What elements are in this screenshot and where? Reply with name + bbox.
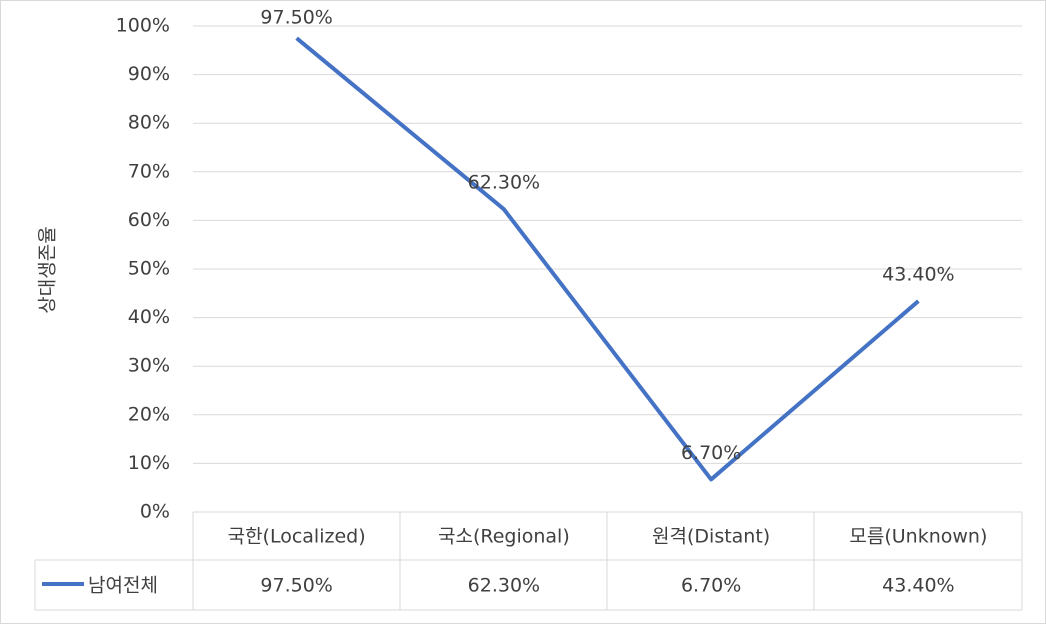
data-label: 97.50% xyxy=(260,7,332,29)
y-tick-label: 60% xyxy=(128,209,170,231)
table-value: 43.40% xyxy=(882,575,954,597)
data-label: 43.40% xyxy=(882,264,954,286)
y-tick-label: 0% xyxy=(140,501,170,523)
legend-label: 남여전체 xyxy=(88,575,158,597)
table-value: 97.50% xyxy=(260,575,332,597)
data-label: 62.30% xyxy=(468,172,540,194)
y-tick-label: 80% xyxy=(128,112,170,134)
y-tick-label: 70% xyxy=(128,160,170,182)
y-tick-label: 10% xyxy=(128,452,170,474)
y-tick-label: 40% xyxy=(128,306,170,328)
y-tick-label: 30% xyxy=(128,355,170,377)
line xyxy=(295,36,920,482)
y-tick-label: 90% xyxy=(128,63,170,85)
x-tick-label: 국소(Regional) xyxy=(438,526,570,548)
table-value: 6.70% xyxy=(681,575,741,597)
y-tick-label: 50% xyxy=(128,258,170,280)
data-label: 6.70% xyxy=(681,442,741,464)
y-axis-title: 상대생존율 xyxy=(37,226,59,313)
x-tick-label: 국한(Localized) xyxy=(228,526,366,548)
y-tick-label: 20% xyxy=(128,403,170,425)
x-tick-label: 모름(Unknown) xyxy=(849,526,987,548)
x-tick-label: 원격(Distant) xyxy=(652,526,770,548)
y-tick-label: 100% xyxy=(116,15,170,37)
table-value: 62.30% xyxy=(468,575,540,597)
